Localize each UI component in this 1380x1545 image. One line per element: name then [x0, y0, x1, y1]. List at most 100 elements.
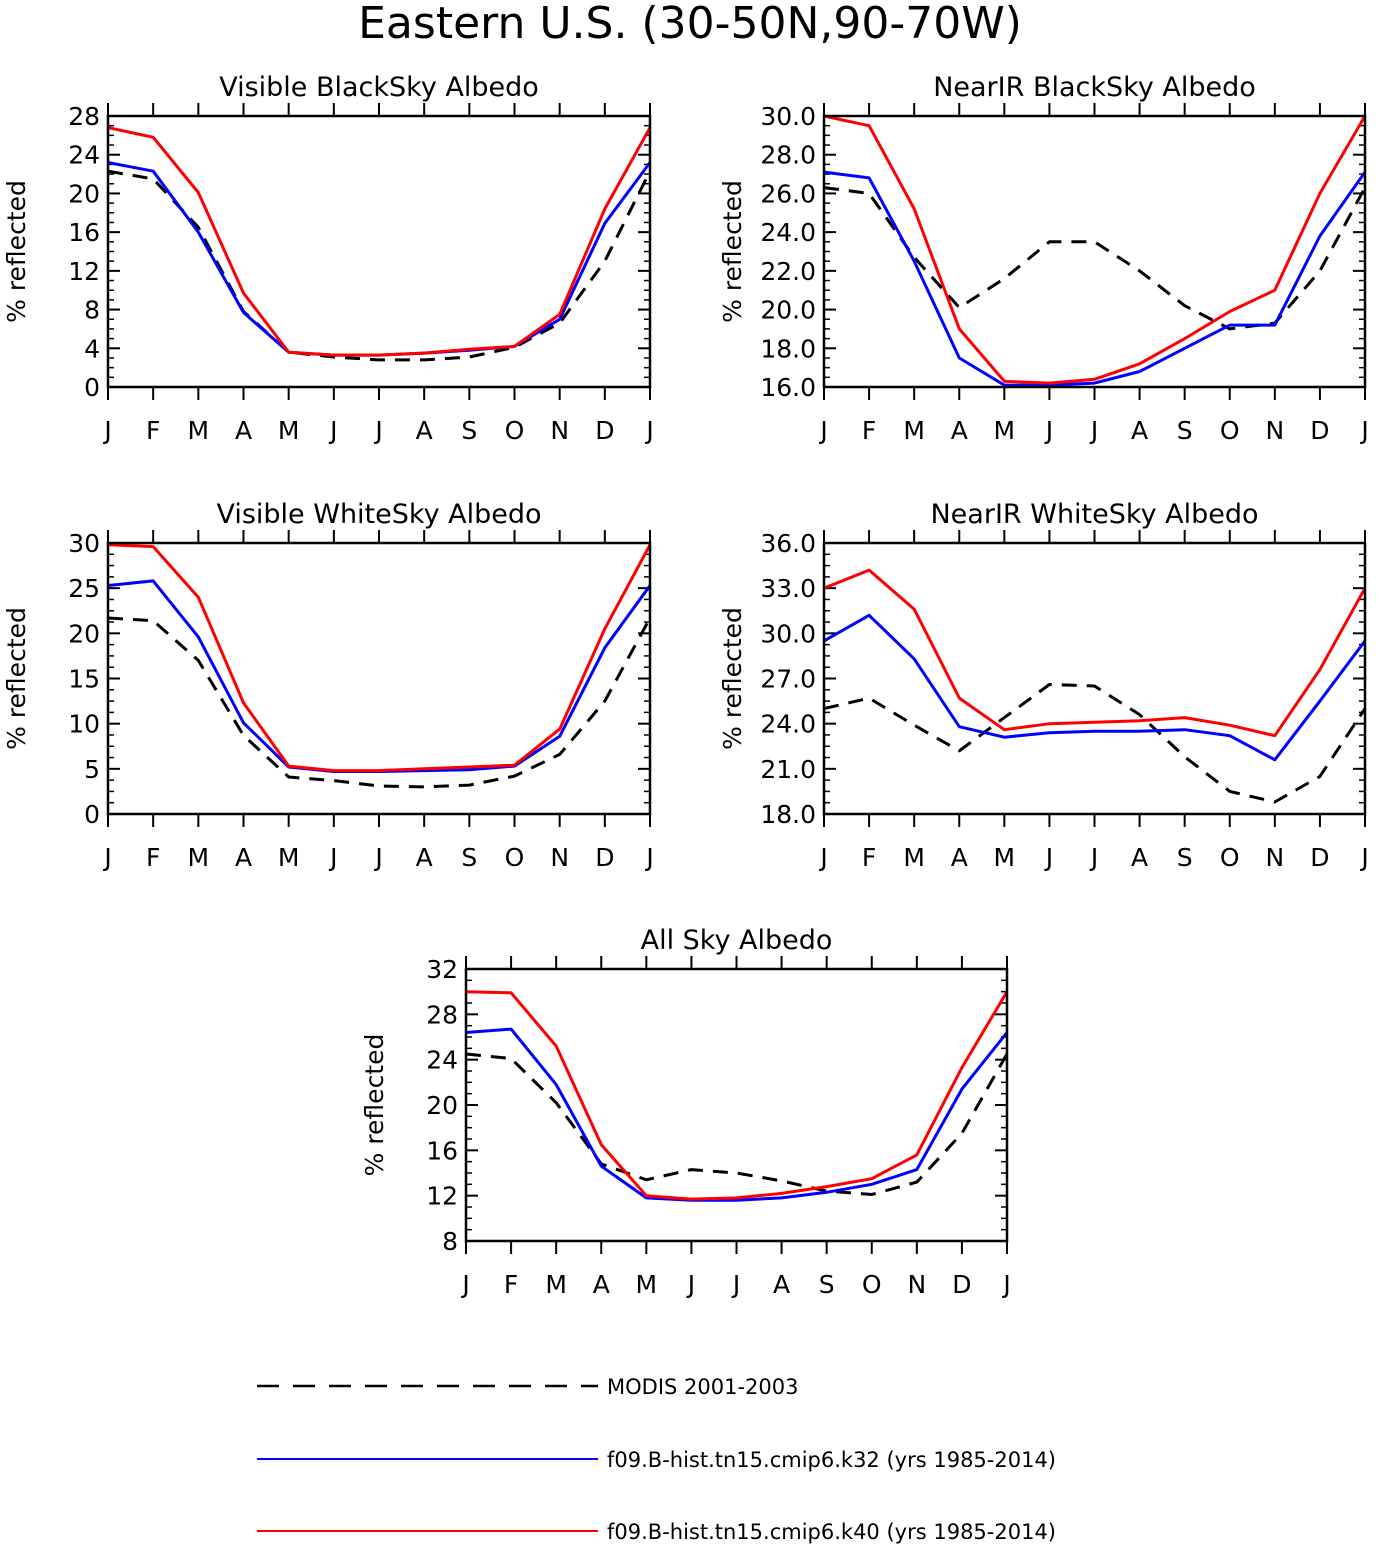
x-tick-label: M [903, 843, 925, 872]
series-line-k32 [107, 161, 652, 357]
x-tick-label: D [595, 843, 614, 872]
series-line-k32 [823, 613, 1367, 762]
y-tick-label: 28 [68, 102, 100, 131]
x-tick-label: O [505, 843, 525, 872]
x-tick-label: J [328, 416, 337, 445]
x-tick-label: A [593, 1270, 610, 1299]
y-tick-label: 0 [84, 800, 100, 829]
y-tick-label: 4 [84, 334, 100, 363]
y-tick-label: 22.0 [760, 257, 816, 286]
x-tick-label: D [1310, 843, 1329, 872]
plot-frame [106, 114, 652, 389]
series-line-k32 [465, 1027, 1009, 1202]
panel-2: NearIR BlackSky Albedo % reflected 16.0 18.… [718, 72, 1369, 445]
x-tick-label: J [102, 416, 111, 445]
figure-title: Eastern U.S. (30-50N,90-70W) [358, 0, 1022, 49]
y-tick-label: 8 [442, 1227, 458, 1256]
x-tick-label: F [504, 1270, 518, 1299]
x-tick-label: J [1089, 843, 1098, 872]
x-tick-label: S [461, 843, 477, 872]
x-tick-label: A [416, 416, 433, 445]
x-tick-label: F [146, 843, 160, 872]
series-line-modis [107, 616, 652, 789]
y-tick-label: 20.0 [760, 296, 816, 325]
y-tick-label: 24 [426, 1046, 458, 1075]
y-tick-label: 16 [68, 218, 100, 247]
x-tick-label: N [1265, 843, 1284, 872]
x-tick-label: J [1089, 416, 1098, 445]
x-tick-label: J [644, 416, 653, 445]
series-line-modis [465, 1052, 1009, 1196]
y-tick-label: 20 [68, 619, 100, 648]
x-tick-label: M [278, 416, 300, 445]
x-tick-label: M [188, 416, 210, 445]
panels: Visible BlackSky Albedo % reflected 0 4 8 12 1… [2, 72, 1369, 1299]
x-tick-label: A [951, 416, 968, 445]
y-tick-label: 18.0 [760, 800, 816, 829]
x-tick-label: A [1131, 416, 1148, 445]
plot-frame [822, 114, 1367, 389]
y-tick-label: 28 [426, 1000, 458, 1029]
x-tick-label: F [862, 416, 876, 445]
y-tick-label: 10 [68, 710, 100, 739]
panel-title: Visible WhiteSky Albedo [216, 499, 541, 530]
x-tick-label: M [278, 843, 300, 872]
panel-title: All Sky Albedo [641, 925, 833, 956]
series-line-k40 [465, 990, 1009, 1201]
x-tick-label: M [994, 416, 1016, 445]
x-tick-label: D [952, 1270, 971, 1299]
x-tick-label: J [731, 1270, 740, 1299]
y-tick-label: 16.0 [760, 373, 816, 402]
x-tick-label: O [1220, 843, 1240, 872]
x-tick-label: A [951, 843, 968, 872]
y-tick-label: 12 [426, 1182, 458, 1211]
x-tick-label: M [903, 416, 925, 445]
y-tick-label: 33.0 [760, 574, 816, 603]
y-axis-label: % reflected [2, 607, 31, 750]
y-tick-label: 30 [68, 529, 100, 558]
x-tick-label: N [1265, 416, 1284, 445]
legend-label-k32: f09.B-hist.tn15.cmip6.k32 (yrs 1985-2014… [607, 1448, 1056, 1472]
panel-title: NearIR BlackSky Albedo [933, 72, 1256, 103]
y-tick-label: 15 [68, 665, 100, 694]
y-tick-label: 24.0 [760, 710, 816, 739]
panel-title: Visible BlackSky Albedo [219, 72, 539, 103]
legend: MODIS 2001-2003 f09.B-hist.tn15.cmip6.k32… [257, 1375, 1056, 1544]
y-tick-label: 30.0 [760, 102, 816, 131]
y-tick-label: 26.0 [760, 179, 816, 208]
x-tick-label: N [550, 843, 569, 872]
x-tick-label: N [550, 416, 569, 445]
x-tick-label: A [416, 843, 433, 872]
series-line-modis [107, 169, 652, 362]
y-axis-label: % reflected [718, 607, 747, 750]
y-tick-label: 5 [84, 755, 100, 784]
legend-label-modis: MODIS 2001-2003 [607, 1375, 798, 1399]
panel-1: Visible BlackSky Albedo % reflected 0 4 8 12 1… [2, 72, 654, 445]
x-tick-label: O [1220, 416, 1240, 445]
y-tick-label: 25 [68, 574, 100, 603]
y-tick-label: 20 [426, 1091, 458, 1120]
y-tick-label: 16 [426, 1136, 458, 1165]
x-tick-label: M [994, 843, 1016, 872]
x-tick-label: O [505, 416, 525, 445]
x-tick-label: J [1044, 416, 1053, 445]
x-tick-label: A [235, 416, 252, 445]
series-line-modis [823, 683, 1367, 804]
x-tick-label: J [818, 416, 827, 445]
x-tick-label: O [862, 1270, 882, 1299]
x-tick-label: A [1131, 843, 1148, 872]
x-tick-label: D [1310, 416, 1329, 445]
x-tick-label: S [461, 416, 477, 445]
legend-label-k40: f09.B-hist.tn15.cmip6.k40 (yrs 1985-2014… [607, 1520, 1056, 1544]
x-tick-label: J [460, 1270, 469, 1299]
x-tick-label: M [188, 843, 210, 872]
x-tick-label: F [146, 416, 160, 445]
x-tick-label: J [1044, 843, 1053, 872]
x-tick-label: J [102, 843, 111, 872]
plot-frame [106, 541, 652, 816]
x-tick-label: J [373, 843, 382, 872]
series-line-k40 [823, 114, 1367, 385]
y-tick-label: 20 [68, 179, 100, 208]
series-line-k40 [823, 568, 1367, 738]
